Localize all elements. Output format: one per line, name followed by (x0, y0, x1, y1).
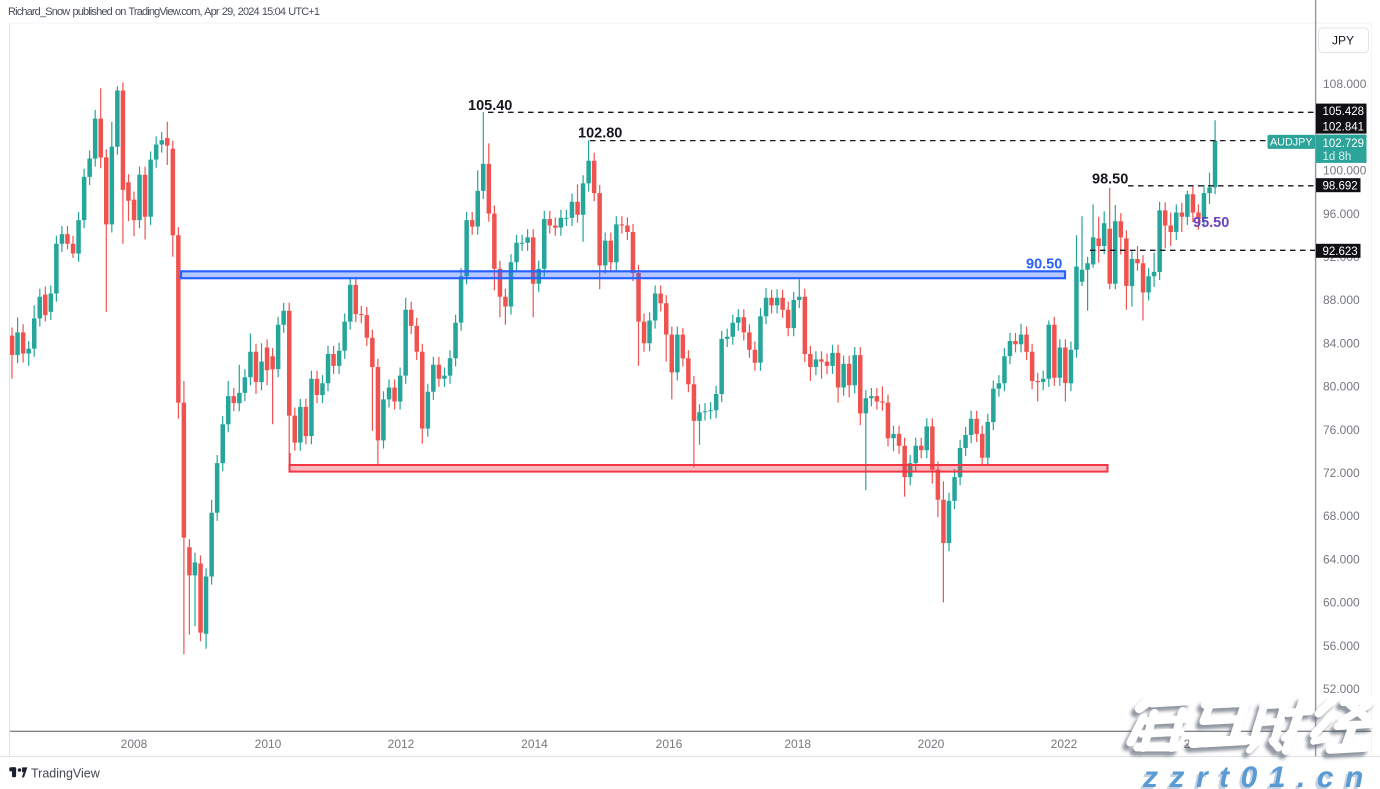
svg-text:AUDJPY: AUDJPY (1270, 137, 1313, 149)
svg-text:96.000: 96.000 (1323, 207, 1360, 221)
svg-text:92.623: 92.623 (1323, 246, 1358, 258)
svg-text:102.729: 102.729 (1323, 138, 1365, 150)
svg-text:JPY: JPY (1332, 34, 1354, 48)
svg-text:102.841: 102.841 (1323, 121, 1365, 133)
svg-text:56.000: 56.000 (1323, 639, 1360, 653)
svg-text:108.000: 108.000 (1323, 77, 1367, 91)
svg-text:84.000: 84.000 (1323, 336, 1360, 350)
svg-text:95.50: 95.50 (1193, 215, 1229, 231)
svg-text:64.000: 64.000 (1323, 552, 1360, 566)
svg-text:100.000: 100.000 (1323, 164, 1367, 178)
svg-text:2014: 2014 (521, 737, 548, 751)
svg-text:102.80: 102.80 (578, 126, 622, 142)
svg-text:2010: 2010 (255, 737, 282, 751)
svg-text:80.000: 80.000 (1323, 380, 1360, 394)
svg-text:zzrt01.cn: zzrt01.cn (1142, 761, 1375, 789)
svg-text:98.50: 98.50 (1092, 172, 1128, 188)
svg-text:2012: 2012 (388, 737, 415, 751)
svg-text:TradingView: TradingView (31, 767, 101, 781)
svg-text:1d 8h: 1d 8h (1323, 151, 1352, 163)
svg-text:2008: 2008 (121, 737, 148, 751)
svg-text:105.40: 105.40 (468, 98, 512, 114)
svg-text:2018: 2018 (784, 737, 811, 751)
svg-text:2016: 2016 (656, 737, 683, 751)
svg-text:90.50: 90.50 (1026, 257, 1062, 273)
svg-text:2020: 2020 (918, 737, 945, 751)
svg-text:105.428: 105.428 (1323, 106, 1365, 118)
svg-text:2022: 2022 (1051, 737, 1078, 751)
svg-text:72.000: 72.000 (1323, 466, 1360, 480)
svg-text:68.000: 68.000 (1323, 509, 1360, 523)
svg-text:76.000: 76.000 (1323, 423, 1360, 437)
svg-text:52.000: 52.000 (1323, 682, 1360, 696)
svg-text:zzrt01.cn: zzrt01.cn (1140, 764, 1373, 789)
svg-text:88.000: 88.000 (1323, 293, 1360, 307)
svg-text:60.000: 60.000 (1323, 596, 1360, 610)
svg-text:98.692: 98.692 (1323, 181, 1358, 193)
